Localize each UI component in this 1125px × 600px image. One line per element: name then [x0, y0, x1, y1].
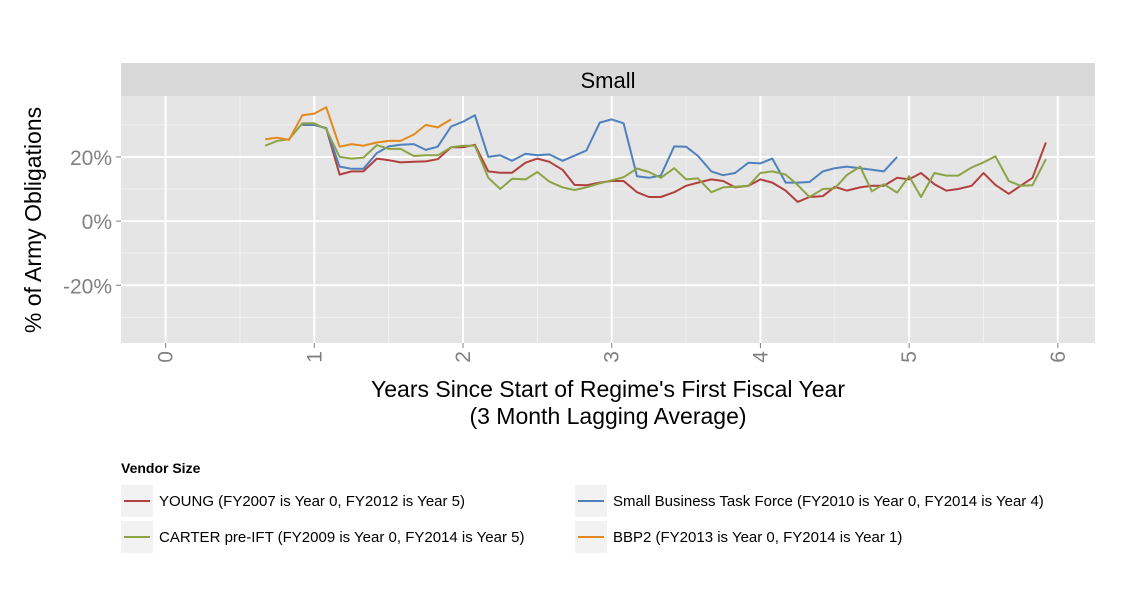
facet-title: Small [580, 68, 635, 93]
legend-label: Small Business Task Force (FY2010 is Yea… [613, 493, 1044, 510]
plot-panel [121, 96, 1095, 343]
x-axis-subtitle: (3 Month Lagging Average) [469, 403, 746, 429]
x-tick-label: 5 [898, 351, 921, 363]
y-tick-label: -20% [63, 275, 112, 298]
x-tick-label: 3 [601, 351, 624, 363]
x-tick-label: 6 [1047, 351, 1070, 363]
series-line [302, 123, 1047, 203]
y-tick-label: 20% [70, 147, 112, 170]
legend-title: Vendor Size [121, 460, 201, 476]
series-line [265, 106, 452, 148]
legend: YOUNG (FY2007 is Year 0, FY2012 is Year … [121, 485, 1044, 553]
legend-label: BBP2 (FY2013 is Year 0, FY2014 is Year 1… [613, 529, 902, 546]
y-axis: 20% 0% -20% [63, 147, 121, 298]
x-tick-label: 1 [303, 351, 326, 363]
legend-label: CARTER pre-IFT (FY2009 is Year 0, FY2014… [159, 529, 524, 546]
y-axis-title: % of Army Obligations [20, 107, 46, 333]
major-gridlines [121, 96, 1095, 343]
series-lines [264, 106, 1047, 203]
x-axis-title: Years Since Start of Regime's First Fisc… [371, 376, 845, 402]
x-tick-label: 2 [452, 351, 475, 363]
series-line [264, 122, 1047, 198]
x-tick-label: 0 [155, 351, 178, 363]
facet-strip [121, 63, 1095, 96]
series-line [302, 114, 898, 184]
legend-label: YOUNG (FY2007 is Year 0, FY2012 is Year … [159, 493, 465, 510]
x-tick-label: 4 [749, 351, 772, 363]
x-axis: 0 1 2 3 4 5 6 [155, 343, 1070, 363]
minor-gridlines [121, 96, 1095, 343]
y-tick-label: 0% [82, 211, 112, 234]
